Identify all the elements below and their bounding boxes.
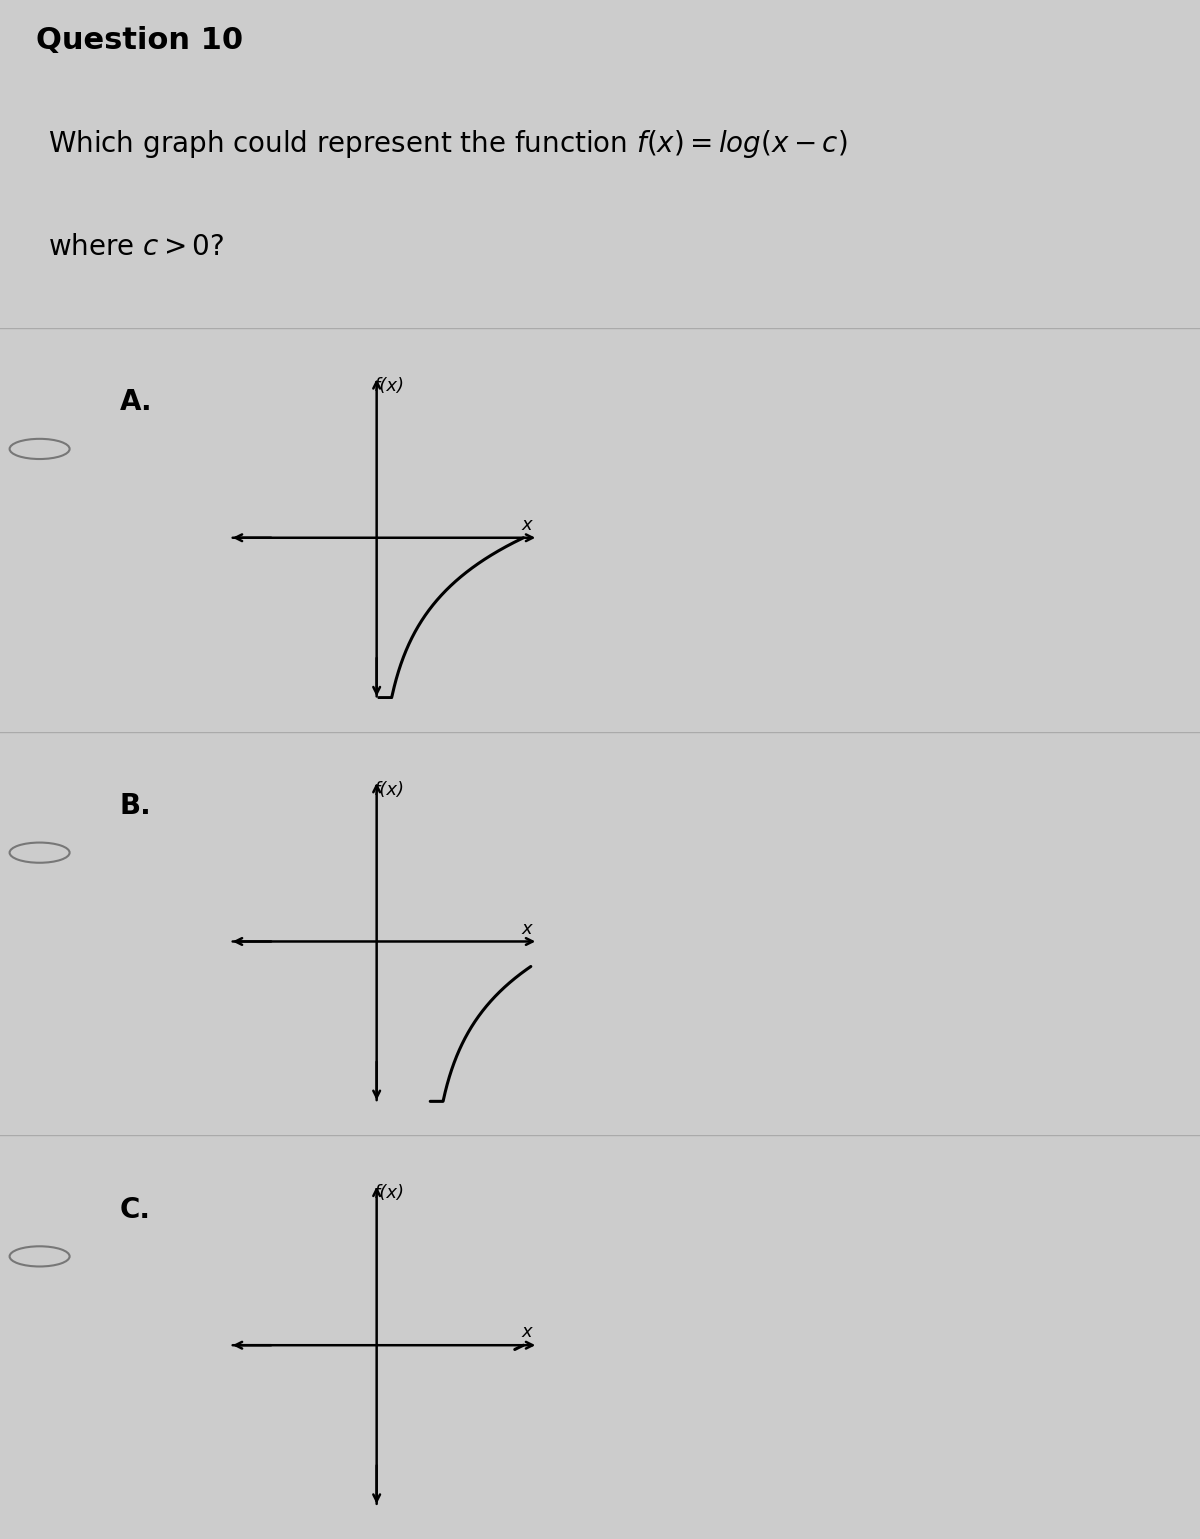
Text: A.: A. [120, 388, 152, 417]
Text: x: x [522, 516, 532, 534]
Text: B.: B. [120, 793, 151, 820]
Text: f(x): f(x) [374, 377, 406, 396]
Text: Which graph could represent the function $f(x) = log(x - c)$: Which graph could represent the function… [48, 128, 847, 160]
Text: where $c > 0$?: where $c > 0$? [48, 232, 224, 260]
Text: f(x): f(x) [374, 1185, 406, 1202]
Text: x: x [522, 920, 532, 937]
Text: Question 10: Question 10 [36, 26, 244, 54]
Text: f(x): f(x) [374, 780, 406, 799]
Text: x: x [522, 1324, 532, 1342]
Text: C.: C. [120, 1196, 151, 1224]
